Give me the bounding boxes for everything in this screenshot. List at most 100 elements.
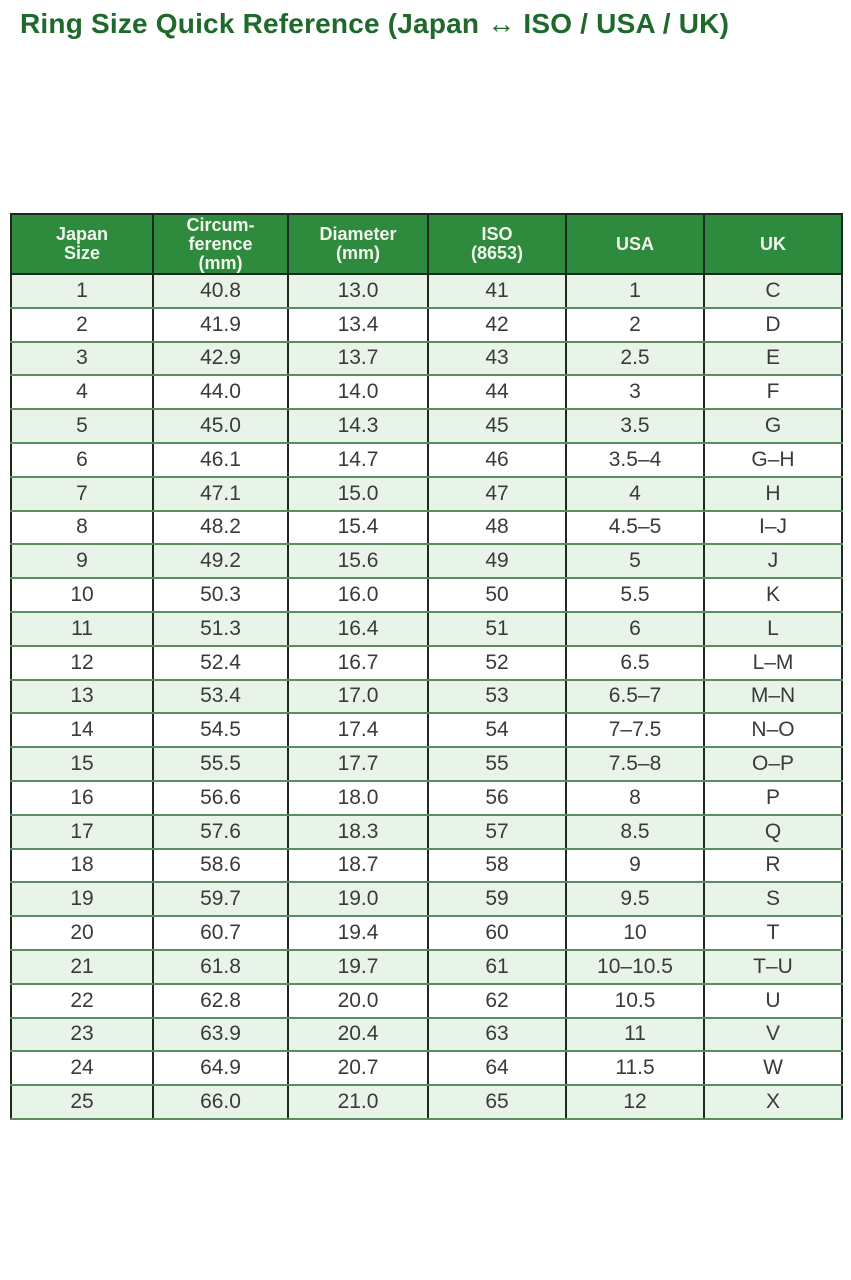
table-cell: G (703, 408, 843, 444)
table-cell: 18 (10, 847, 154, 884)
table-cell: 8 (565, 779, 705, 816)
table-cell: 64 (427, 1050, 567, 1087)
table-cell: 19.7 (287, 948, 429, 985)
table-cell: 59 (427, 881, 567, 918)
table-row: 10 50.3 16.0 50 5.5 K (10, 577, 843, 613)
table-cell: 17.4 (287, 712, 429, 749)
table-cell: 58 (427, 847, 567, 884)
table-cell: K (703, 577, 843, 613)
table-cell: 44.0 (152, 374, 289, 411)
table-row: 23 63.9 20.4 63 11 V (10, 1016, 843, 1053)
table-cell: 57.6 (152, 813, 289, 850)
column-header: USA (565, 213, 705, 275)
table-cell: 7 (10, 475, 154, 512)
table-cell: 12 (10, 644, 154, 681)
table-cell: 14.7 (287, 441, 429, 478)
table-cell: 50.3 (152, 577, 289, 613)
table-cell: 4 (565, 475, 705, 512)
table-cell: 41.9 (152, 306, 289, 343)
table-cell: 52 (427, 644, 567, 681)
table-cell: 6 (10, 441, 154, 478)
table-cell: 63.9 (152, 1016, 289, 1053)
table-cell: 20 (10, 915, 154, 951)
table-cell: R (703, 847, 843, 884)
table-cell: 51.3 (152, 610, 289, 647)
table-cell: 21.0 (287, 1084, 429, 1120)
table-cell: N–O (703, 712, 843, 749)
table-cell: 3 (10, 340, 154, 377)
table-cell: 14.0 (287, 374, 429, 411)
table-cell: 56 (427, 779, 567, 816)
table-cell: 64.9 (152, 1050, 289, 1087)
table-cell: 53.4 (152, 678, 289, 715)
table-cell: Q (703, 813, 843, 850)
table-cell: 42.9 (152, 340, 289, 377)
table-row: 2 41.9 13.4 42 2 D (10, 306, 843, 343)
table-cell: 56.6 (152, 779, 289, 816)
table-cell: 6 (565, 610, 705, 647)
table-cell: D (703, 306, 843, 343)
column-header: UK (703, 213, 843, 275)
table-cell: 7–7.5 (565, 712, 705, 749)
table-cell: T (703, 915, 843, 951)
table-cell: 3.5 (565, 408, 705, 444)
table-cell: 9 (565, 847, 705, 884)
table-cell: 63 (427, 1016, 567, 1053)
table-row: 20 60.7 19.4 60 10 T (10, 915, 843, 951)
table-cell: 66.0 (152, 1084, 289, 1120)
table-row: 24 64.9 20.7 64 11.5 W (10, 1050, 843, 1087)
page-title: Ring Size Quick Reference (Japan ↔ ISO /… (20, 8, 730, 39)
table-cell: 60.7 (152, 915, 289, 951)
table-cell: 9 (10, 543, 154, 580)
table-cell: H (703, 475, 843, 512)
table-cell: 17.7 (287, 746, 429, 782)
table-cell: 13.4 (287, 306, 429, 343)
table-cell: 19.4 (287, 915, 429, 951)
table-row: 8 48.2 15.4 48 4.5–5 I–J (10, 509, 843, 546)
table-cell: 16.0 (287, 577, 429, 613)
table-cell: 13.0 (287, 273, 429, 309)
table-cell: 15.0 (287, 475, 429, 512)
table-cell: 15.4 (287, 509, 429, 546)
table-cell: 48 (427, 509, 567, 546)
table-cell: 17 (10, 813, 154, 850)
table-row: 14 54.5 17.4 54 7–7.5 N–O (10, 712, 843, 749)
table-cell: 40.8 (152, 273, 289, 309)
table-cell: 60 (427, 915, 567, 951)
table-cell: 5 (10, 408, 154, 444)
table-cell: J (703, 543, 843, 580)
table-cell: 13 (10, 678, 154, 715)
table-row: 1 40.8 13.0 41 1 C (10, 273, 843, 309)
table-row: 6 46.1 14.7 46 3.5–4 G–H (10, 441, 843, 478)
table-cell: 20.0 (287, 982, 429, 1019)
table-cell: M–N (703, 678, 843, 715)
table-cell: 12 (565, 1084, 705, 1120)
table-cell: 18.3 (287, 813, 429, 850)
table-cell: 11 (10, 610, 154, 647)
table-cell: 18.7 (287, 847, 429, 884)
table-cell: 20.4 (287, 1016, 429, 1053)
table-cell: 3.5–4 (565, 441, 705, 478)
table-row: 17 57.6 18.3 57 8.5 Q (10, 813, 843, 850)
table-cell: 57 (427, 813, 567, 850)
table-cell: 22 (10, 982, 154, 1019)
table-row: 22 62.8 20.0 62 10.5 U (10, 982, 843, 1019)
table-cell: 10–10.5 (565, 948, 705, 985)
table-cell: 11 (565, 1016, 705, 1053)
table-cell: 4 (10, 374, 154, 411)
table-row: 21 61.8 19.7 61 10–10.5 T–U (10, 948, 843, 985)
ring-size-table: Japan Size Circum- ference (mm) Diameter (… (10, 213, 843, 1120)
table-cell: 50 (427, 577, 567, 613)
table-row: 13 53.4 17.0 53 6.5–7 M–N (10, 678, 843, 715)
table-row: 16 56.6 18.0 56 8 P (10, 779, 843, 816)
table-cell: 61 (427, 948, 567, 985)
table-cell: O–P (703, 746, 843, 782)
table-row: 25 66.0 21.0 65 12 X (10, 1084, 843, 1120)
table-cell: 23 (10, 1016, 154, 1053)
table-cell: 19.0 (287, 881, 429, 918)
table-cell: 42 (427, 306, 567, 343)
table-cell: 20.7 (287, 1050, 429, 1087)
table-row: 19 59.7 19.0 59 9.5 S (10, 881, 843, 918)
table-cell: 61.8 (152, 948, 289, 985)
